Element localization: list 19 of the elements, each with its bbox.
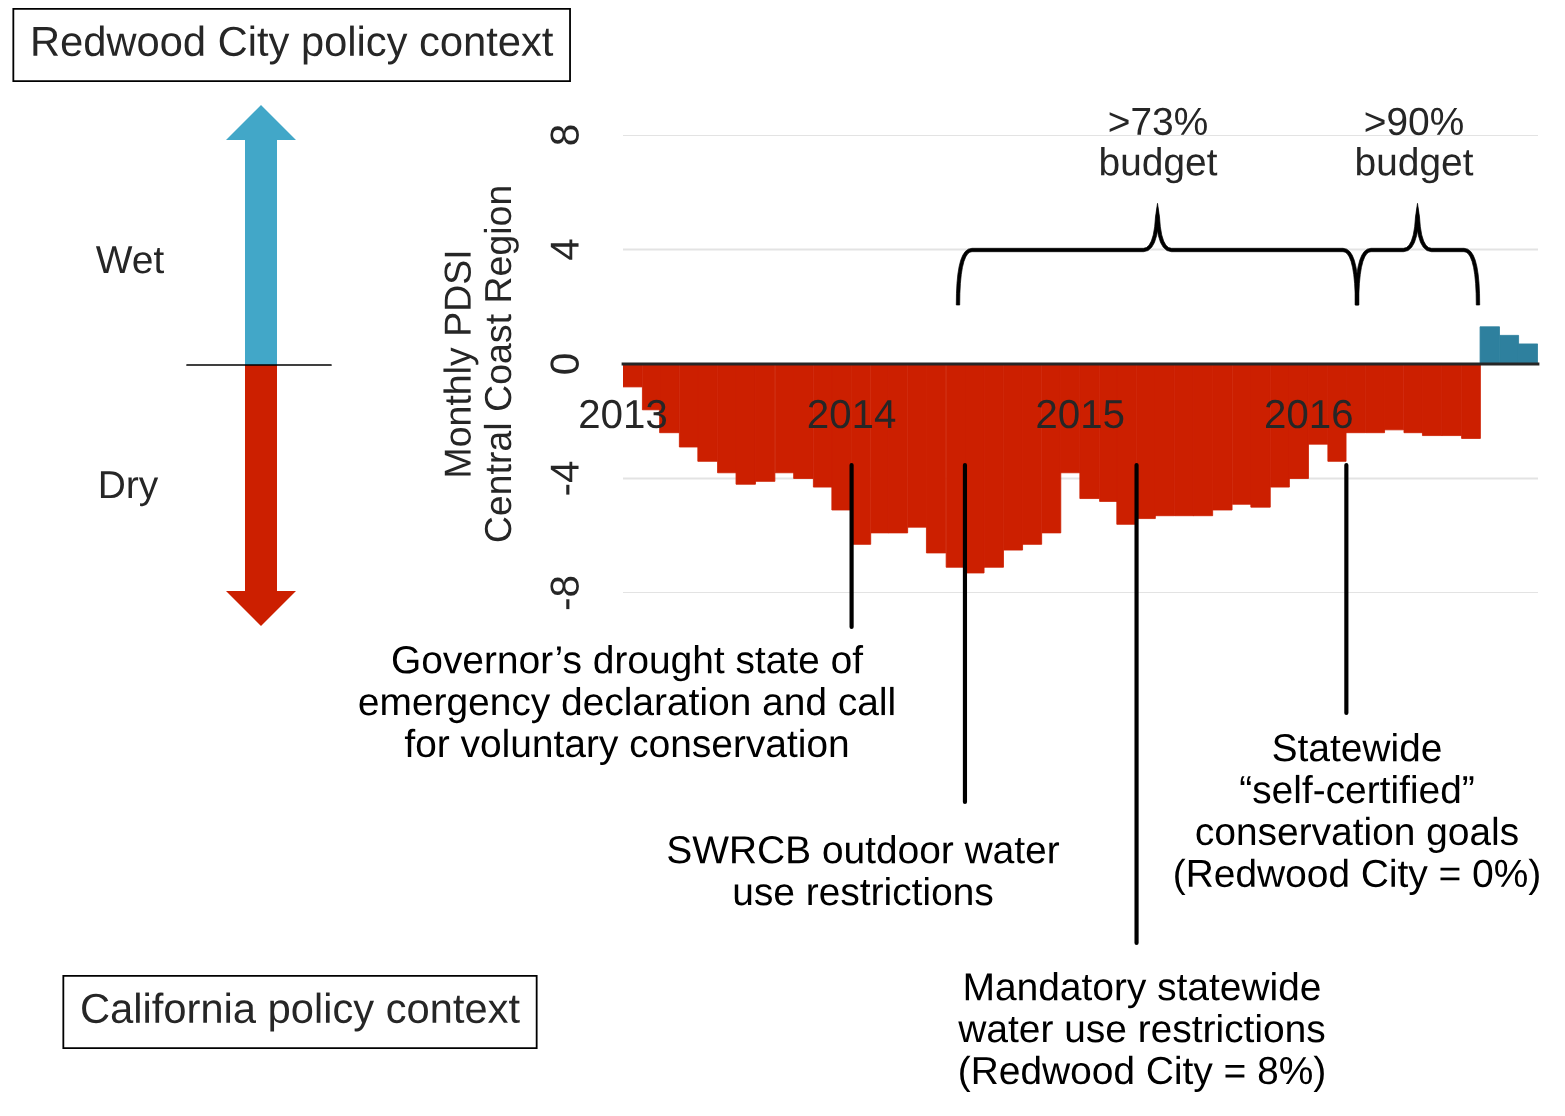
- y-axis-title: Monthly PDSI Central Coast Region: [443, 187, 519, 542]
- y-tick-label: -4: [550, 461, 579, 495]
- y-tick-label: 0: [550, 354, 579, 374]
- text: Dry: [100, 471, 159, 507]
- x-tick-label: 2014: [808, 399, 896, 429]
- x-tick-label: 2016: [1266, 399, 1352, 429]
- y-tick-label: -8: [550, 576, 579, 610]
- annotation: >73% budget: [1101, 107, 1218, 184]
- annotation: >90% budget: [1357, 107, 1474, 184]
- ref-line-label: SWRCB outdoor water use restrictions: [668, 835, 1060, 906]
- y-tick-label: 8: [550, 125, 579, 145]
- ref-line-label: Mandatory statewide water use restrictions (Redwood City = 8%): [958, 972, 1325, 1093]
- text: Wet: [95, 246, 164, 274]
- ref-line-label: Statewide “self-certified” conservation goals (Redwood City = 0%): [1175, 733, 1539, 895]
- text: Redwood City policy context: [33, 25, 554, 65]
- text: California policy context: [82, 992, 520, 1032]
- y-tick-label: 4: [550, 239, 579, 260]
- ref-line-label: Governor’s drought state of emergency declaration and call for voluntary conservation: [359, 645, 894, 766]
- x-tick-label: 2015: [1037, 399, 1124, 429]
